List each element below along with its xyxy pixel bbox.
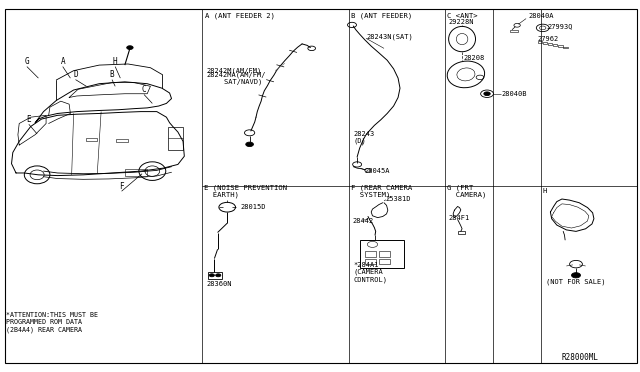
- Text: *ATTENTION:THIS MUST BE
PROGRAMMED ROM DATA
(2B4A4) REAR CAMERA: *ATTENTION:THIS MUST BE PROGRAMMED ROM D…: [6, 312, 99, 333]
- Text: A: A: [60, 57, 65, 66]
- Text: 28243
(D): 28243 (D): [354, 131, 375, 144]
- Bar: [125, 169, 147, 176]
- Text: 28208: 28208: [463, 55, 484, 61]
- Bar: [208, 272, 222, 279]
- Text: 28040A: 28040A: [528, 13, 554, 19]
- Text: B: B: [109, 70, 115, 79]
- Bar: [86, 138, 97, 141]
- Circle shape: [209, 274, 214, 277]
- Text: B (ANT FEEDER): B (ANT FEEDER): [351, 12, 412, 19]
- Text: 27993Q: 27993Q: [547, 23, 573, 29]
- Text: E: E: [26, 115, 31, 124]
- Bar: [379, 259, 390, 264]
- Text: C: C: [141, 85, 147, 94]
- Bar: [553, 44, 557, 46]
- Bar: [548, 43, 552, 45]
- Text: 29228N: 29228N: [448, 19, 474, 25]
- Text: R28000ML: R28000ML: [562, 353, 599, 362]
- Text: 28242MA(AM/FM/
    SAT/NAVD): 28242MA(AM/FM/ SAT/NAVD): [207, 71, 266, 85]
- Circle shape: [484, 92, 490, 96]
- Text: 25381D: 25381D: [386, 196, 412, 202]
- Text: 28243N(SAT): 28243N(SAT): [366, 34, 413, 41]
- Text: H: H: [113, 57, 118, 66]
- Text: *284A1
(CAMERA
CONTROL): *284A1 (CAMERA CONTROL): [354, 262, 388, 283]
- Text: E (NOISE PREVENTION
  EARTH): E (NOISE PREVENTION EARTH): [204, 184, 287, 198]
- Bar: [538, 41, 542, 43]
- Bar: [558, 45, 563, 47]
- Text: 28442: 28442: [352, 218, 373, 224]
- Text: F: F: [119, 182, 124, 190]
- Text: 28242M(AM/FM): 28242M(AM/FM): [207, 67, 262, 74]
- Circle shape: [572, 273, 580, 278]
- Circle shape: [127, 46, 133, 49]
- Text: 28045A: 28045A: [365, 168, 390, 174]
- Bar: [116, 139, 128, 142]
- Text: G: G: [24, 57, 29, 66]
- Text: (NOT FOR SALE): (NOT FOR SALE): [546, 278, 605, 285]
- Text: C <ANT>: C <ANT>: [447, 13, 477, 19]
- Text: 27962: 27962: [538, 36, 559, 42]
- Circle shape: [246, 142, 253, 147]
- Bar: [365, 259, 376, 264]
- Text: G (FRT
  CAMERA): G (FRT CAMERA): [447, 184, 486, 198]
- Bar: [543, 42, 547, 44]
- Text: D: D: [73, 70, 78, 79]
- Bar: [168, 127, 183, 150]
- Bar: [563, 46, 568, 48]
- Text: 28040B: 28040B: [502, 91, 527, 97]
- Circle shape: [216, 274, 221, 277]
- Text: H: H: [543, 188, 547, 194]
- Bar: [365, 251, 376, 257]
- Bar: [379, 251, 390, 257]
- Text: F (REAR CAMERA
  SYSTEM): F (REAR CAMERA SYSTEM): [351, 184, 412, 198]
- Bar: [360, 240, 404, 268]
- Text: 28360N: 28360N: [206, 281, 232, 287]
- Text: 28015D: 28015D: [240, 204, 266, 210]
- Bar: [458, 231, 465, 234]
- Text: 284F1: 284F1: [448, 215, 469, 221]
- Bar: [510, 30, 518, 32]
- Text: A (ANT FEEDER 2): A (ANT FEEDER 2): [205, 12, 275, 19]
